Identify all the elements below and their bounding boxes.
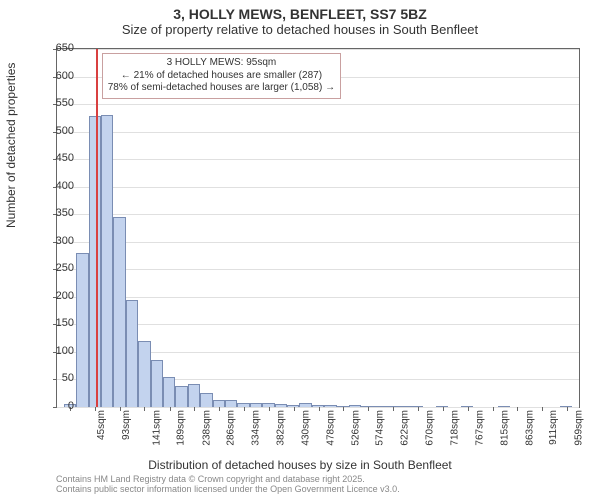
histogram-bar	[349, 405, 361, 407]
ytick-label: 500	[44, 125, 74, 137]
xtick-label: 430sqm	[300, 410, 311, 446]
annotation-line1: 3 HOLLY MEWS: 95sqm	[108, 57, 335, 70]
histogram-bar	[461, 406, 473, 407]
gridline-h	[57, 242, 579, 243]
marker-line	[96, 49, 98, 407]
xtick-label: 718sqm	[449, 410, 460, 446]
ytick-label: 350	[44, 207, 74, 219]
gridline-h	[57, 297, 579, 298]
histogram-bar	[113, 217, 125, 407]
xtick-mark	[418, 407, 419, 411]
gridline-h	[57, 49, 579, 50]
histogram-bar	[163, 377, 175, 407]
xtick-mark	[393, 407, 394, 411]
ytick-label: 400	[44, 180, 74, 192]
xtick-mark	[368, 407, 369, 411]
histogram-bar	[213, 400, 225, 407]
gridline-h	[57, 269, 579, 270]
xtick-mark	[443, 407, 444, 411]
histogram-bar	[76, 253, 88, 407]
xtick-label: 911sqm	[548, 410, 559, 445]
ytick-label: 300	[44, 235, 74, 247]
xtick-mark	[493, 407, 494, 411]
gridline-h	[57, 214, 579, 215]
xtick-label: 670sqm	[425, 410, 436, 446]
xtick-mark	[219, 407, 220, 411]
xtick-label: 382sqm	[276, 410, 287, 446]
xtick-label: 141sqm	[151, 410, 162, 446]
histogram-bar	[89, 116, 101, 407]
histogram-bar	[498, 406, 510, 407]
histogram-bar	[275, 404, 287, 407]
xtick-mark	[542, 407, 543, 411]
ytick-label: 50	[44, 372, 74, 384]
histogram-bar	[138, 341, 150, 407]
plot-area: 3 HOLLY MEWS: 95sqm← 21% of detached hou…	[56, 48, 580, 408]
xtick-mark	[294, 407, 295, 411]
ytick-label: 600	[44, 70, 74, 82]
xtick-mark	[517, 407, 518, 411]
histogram-bar	[299, 403, 311, 407]
xtick-label: 574sqm	[375, 410, 386, 446]
xtick-label: 286sqm	[226, 410, 237, 446]
xtick-label: 863sqm	[524, 410, 535, 446]
y-axis-label: Number of detached properties	[4, 63, 18, 228]
histogram-bar	[126, 300, 138, 407]
xtick-mark	[468, 407, 469, 411]
xtick-label: 622sqm	[400, 410, 411, 446]
credits-line2: Contains public sector information licen…	[56, 484, 400, 494]
xtick-label: 238sqm	[201, 410, 212, 446]
xtick-mark	[144, 407, 145, 411]
histogram-bar	[324, 405, 336, 407]
ytick-label: 200	[44, 290, 74, 302]
xtick-mark	[343, 407, 344, 411]
histogram-bar	[200, 393, 212, 407]
ytick-label: 450	[44, 152, 74, 164]
xtick-mark	[319, 407, 320, 411]
xtick-mark	[269, 407, 270, 411]
ytick-label: 0	[44, 400, 74, 412]
xtick-label: 93sqm	[121, 410, 132, 440]
xtick-label: 478sqm	[325, 410, 336, 446]
histogram-bar	[151, 360, 163, 407]
xtick-mark	[244, 407, 245, 411]
gridline-h	[57, 187, 579, 188]
annotation-box: 3 HOLLY MEWS: 95sqm← 21% of detached hou…	[102, 53, 341, 99]
xtick-label: 189sqm	[176, 410, 187, 446]
chart-title-line1: 3, HOLLY MEWS, BENFLEET, SS7 5BZ	[0, 0, 600, 22]
gridline-h	[57, 104, 579, 105]
histogram-bar	[101, 115, 113, 407]
ytick-label: 100	[44, 345, 74, 357]
histogram-bar	[250, 403, 262, 407]
histogram-bar	[225, 400, 237, 407]
ytick-label: 250	[44, 262, 74, 274]
xtick-label: 526sqm	[350, 410, 361, 446]
xtick-mark	[170, 407, 171, 411]
credits: Contains HM Land Registry data © Crown c…	[56, 474, 400, 495]
ytick-label: 150	[44, 317, 74, 329]
x-axis-label: Distribution of detached houses by size …	[0, 458, 600, 472]
chart-container: 3, HOLLY MEWS, BENFLEET, SS7 5BZ Size of…	[0, 0, 600, 500]
histogram-bar	[188, 384, 200, 407]
xtick-label: 767sqm	[475, 410, 486, 446]
xtick-label: 815sqm	[499, 410, 510, 446]
annotation-line2: ← 21% of detached houses are smaller (28…	[108, 70, 335, 83]
annotation-line3: 78% of semi-detached houses are larger (…	[108, 82, 335, 95]
histogram-bar	[374, 406, 386, 407]
ytick-label: 650	[44, 42, 74, 54]
gridline-h	[57, 159, 579, 160]
histogram-bar	[399, 406, 411, 407]
chart-title-line2: Size of property relative to detached ho…	[0, 22, 600, 39]
xtick-label: 334sqm	[251, 410, 262, 446]
ytick-label: 550	[44, 97, 74, 109]
credits-line1: Contains HM Land Registry data © Crown c…	[56, 474, 400, 484]
xtick-label: 959sqm	[574, 410, 585, 446]
histogram-bar	[175, 386, 187, 407]
histogram-bar	[560, 406, 572, 407]
xtick-label: 45sqm	[96, 410, 107, 440]
gridline-h	[57, 132, 579, 133]
xtick-mark	[194, 407, 195, 411]
xtick-mark	[567, 407, 568, 411]
histogram-bar	[436, 406, 448, 407]
